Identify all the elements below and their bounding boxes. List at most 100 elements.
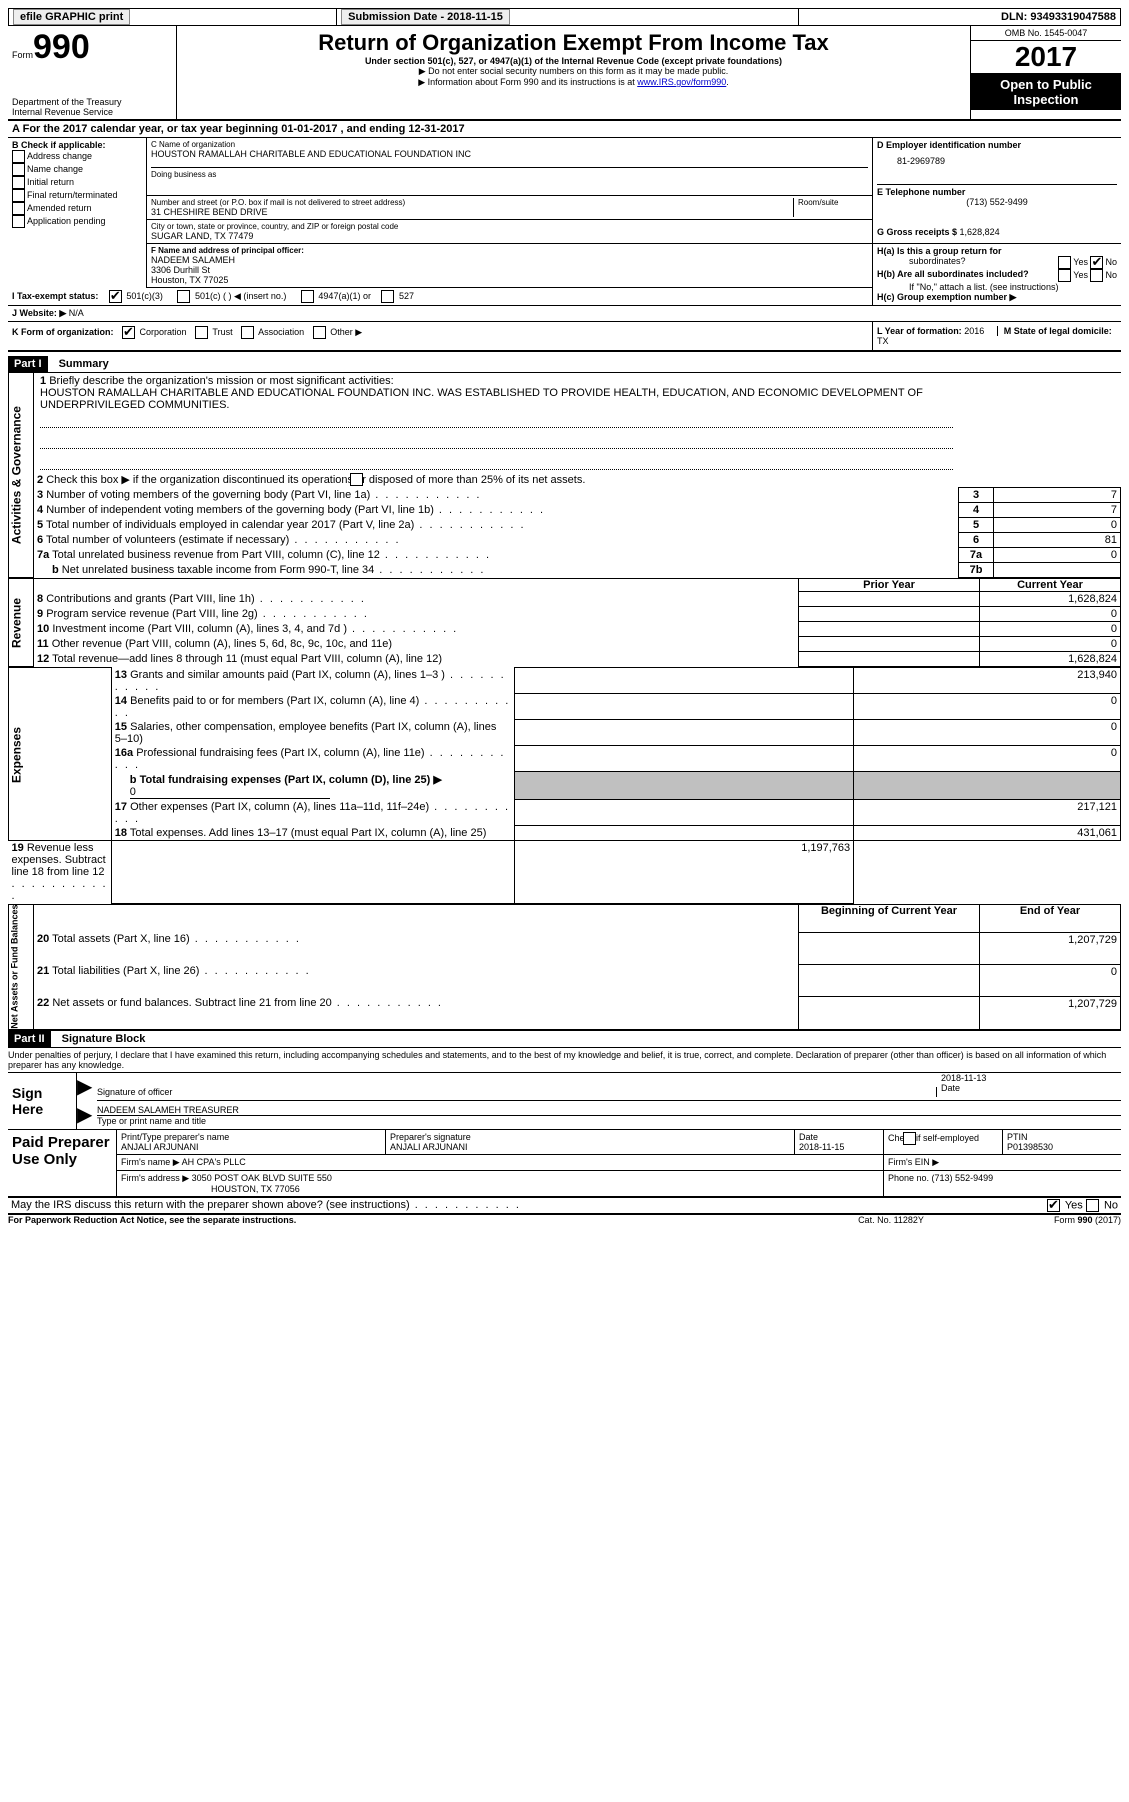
dba-label: Doing business as — [151, 167, 868, 179]
m-label: M State of legal domicile: — [1004, 326, 1112, 336]
discuss-no-checkbox[interactable] — [1086, 1199, 1099, 1212]
hb-label: H(b) Are all subordinates included? — [877, 269, 1029, 279]
line2: Check this box ▶ if the organization dis… — [46, 474, 585, 486]
form-number: 990 — [33, 28, 90, 66]
col-prior: Prior Year — [799, 579, 980, 592]
addr-change-checkbox[interactable] — [12, 150, 25, 163]
footer: For Paperwork Reduction Act Notice, see … — [8, 1215, 1121, 1225]
cat-no: Cat. No. 11282Y — [801, 1215, 981, 1225]
addr-label: Number and street (or P.O. box if mail i… — [151, 198, 793, 207]
initial-return-checkbox[interactable] — [12, 176, 25, 189]
side-netassets: Net Assets or Fund Balances — [9, 904, 34, 1030]
row-10: 10 Investment income (Part VIII, column … — [9, 622, 1121, 637]
phone: (713) 552-9499 — [877, 197, 1117, 207]
row-4: 4 Number of independent voting members o… — [9, 503, 1121, 518]
sign-here-label: Sign Here — [8, 1072, 77, 1129]
name-change-checkbox[interactable] — [12, 163, 25, 176]
c-label: C Name of organization — [151, 140, 868, 149]
sign-here-block: Sign Here ▶ Signature of officer 2018-11… — [8, 1072, 1121, 1129]
l-label: L Year of formation: — [877, 326, 964, 336]
ha-yes-checkbox[interactable] — [1058, 256, 1071, 269]
submission-date-button[interactable]: Submission Date - 2018-11-15 — [341, 9, 510, 25]
4947-checkbox[interactable] — [301, 290, 314, 303]
city-label: City or town, state or province, country… — [151, 222, 868, 231]
prep-sig-label: Preparer's signature — [390, 1132, 790, 1142]
e-label: E Telephone number — [877, 184, 1117, 197]
row-5: 5 Total number of individuals employed i… — [9, 518, 1121, 533]
part1-revenue: Revenue Prior Year Current Year 8 Contri… — [8, 578, 1121, 667]
prep-date: 2018-11-15 — [799, 1142, 879, 1152]
501c3-checkbox[interactable] — [109, 290, 122, 303]
hb-no-checkbox[interactable] — [1090, 269, 1103, 282]
efile-button[interactable]: efile GRAPHIC print — [13, 9, 130, 25]
part1-expenses: Expenses 13 Grants and similar amounts p… — [8, 667, 1121, 904]
sig-officer-label: Signature of officer — [97, 1087, 937, 1097]
form-footer: Form 990 (2017) — [1054, 1215, 1121, 1225]
application-pending-checkbox[interactable] — [12, 215, 25, 228]
tax-year: 2017 — [971, 41, 1121, 74]
ein: 81-2969789 — [877, 150, 1117, 166]
ha-no-checkbox[interactable] — [1090, 256, 1103, 269]
d-label: D Employer identification number — [877, 140, 1117, 150]
trust-checkbox[interactable] — [195, 326, 208, 339]
type-name-label: Type or print name and title — [97, 1116, 1121, 1126]
firm-address: 3050 POST OAK BLVD SUITE 550 — [192, 1173, 332, 1183]
k-label: K Form of organization: — [12, 327, 114, 337]
irs-link[interactable]: www.IRS.gov/form990 — [637, 77, 726, 87]
part1-header: Part I Summary — [8, 356, 1121, 372]
col-end: End of Year — [980, 904, 1121, 932]
omb-number: OMB No. 1545-0047 — [971, 26, 1121, 41]
hc-label: H(c) Group exemption number ▶ — [877, 292, 1016, 302]
prep-date-label: Date — [799, 1132, 879, 1142]
amended-return-checkbox[interactable] — [12, 202, 25, 215]
self-employed-checkbox[interactable] — [903, 1132, 916, 1145]
hb-yes-checkbox[interactable] — [1058, 269, 1071, 282]
row-14: 14 Benefits paid to or for members (Part… — [9, 694, 1121, 720]
row-19: 19 Revenue less expenses. Subtract line … — [9, 841, 1121, 904]
year-formation: 2016 — [964, 326, 984, 336]
dln: DLN: 93493319047588 — [800, 9, 1121, 26]
hb-note: If "No," attach a list. (see instruction… — [877, 282, 1117, 292]
sig-date: 2018-11-13 — [941, 1073, 1121, 1083]
ptin-label: PTIN — [1007, 1132, 1117, 1142]
j-label: J Website: ▶ — [12, 308, 66, 318]
other-checkbox[interactable] — [313, 326, 326, 339]
firm-phone: (713) 552-9499 — [932, 1173, 994, 1183]
mission-text: HOUSTON RAMALLAH CHARITABLE AND EDUCATIO… — [40, 387, 953, 411]
527-checkbox[interactable] — [381, 290, 394, 303]
firm-addr-label: Firm's address ▶ — [121, 1173, 189, 1183]
final-return-checkbox[interactable] — [12, 189, 25, 202]
side-revenue: Revenue — [9, 579, 34, 667]
row-12: 12 Total revenue—add lines 8 through 11 … — [9, 652, 1121, 667]
officer-addr2: Houston, TX 77025 — [151, 275, 868, 285]
firm-city: HOUSTON, TX 77056 — [121, 1184, 879, 1194]
ssn-note: ▶ Do not enter social security numbers o… — [185, 66, 962, 77]
state-domicile: TX — [877, 336, 889, 346]
row-18: 18 Total expenses. Add lines 13–17 (must… — [9, 826, 1121, 841]
assoc-checkbox[interactable] — [241, 326, 254, 339]
501c-checkbox[interactable] — [177, 290, 190, 303]
row-16b: b Total fundraising expenses (Part IX, c… — [9, 772, 1121, 800]
row-17: 17 Other expenses (Part IX, column (A), … — [9, 800, 1121, 826]
firm-ein-label: Firm's EIN ▶ — [884, 1154, 1122, 1170]
declaration: Under penalties of perjury, I declare th… — [8, 1047, 1121, 1072]
corp-checkbox[interactable] — [122, 326, 135, 339]
prep-name-label: Print/Type preparer's name — [121, 1132, 381, 1142]
row-20: 20 Total assets (Part X, line 16)1,207,7… — [9, 932, 1121, 964]
ptin: P01398530 — [1007, 1142, 1117, 1152]
org-name: HOUSTON RAMALLAH CHARITABLE AND EDUCATIO… — [151, 149, 868, 159]
entity-info: A For the 2017 calendar year, or tax yea… — [8, 121, 1121, 352]
row-21: 21 Total liabilities (Part X, line 26)0 — [9, 964, 1121, 996]
street-address: 31 CHESHIRE BEND DRIVE — [151, 207, 793, 217]
discontinued-checkbox[interactable] — [350, 473, 363, 486]
discuss-yes-checkbox[interactable] — [1047, 1199, 1060, 1212]
form-word: Form — [12, 50, 33, 60]
form-subtitle: Under section 501(c), 527, or 4947(a)(1)… — [185, 56, 962, 66]
form-header: Form990 Department of the Treasury Inter… — [8, 26, 1121, 121]
row-7b: b Net unrelated business taxable income … — [9, 563, 1121, 578]
officer-printed-name: NADEEM SALAMEH TREASURER — [97, 1105, 1121, 1116]
pra-notice: For Paperwork Reduction Act Notice, see … — [8, 1215, 801, 1225]
row-13: 13 Grants and similar amounts paid (Part… — [9, 668, 1121, 694]
line-a: A For the 2017 calendar year, or tax yea… — [8, 121, 1121, 138]
row-8: 8 Contributions and grants (Part VIII, l… — [9, 592, 1121, 607]
